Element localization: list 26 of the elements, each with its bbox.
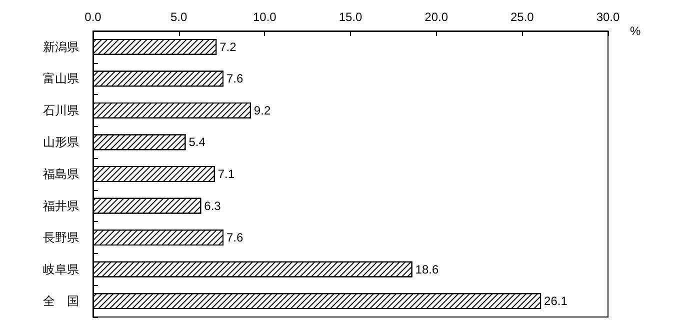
y-tick-label: 富山県 xyxy=(43,72,79,86)
y-tick-label: 全 国 xyxy=(43,294,79,308)
x-tick-label: 0.0 xyxy=(84,10,102,24)
x-tick-label: 30.0 xyxy=(596,10,620,24)
x-tick-label: 20.0 xyxy=(424,10,448,24)
data-label: 7.6 xyxy=(226,72,244,86)
data-label: 18.6 xyxy=(415,262,439,276)
y-tick-label: 新潟県 xyxy=(43,40,79,54)
x-tick-label: 10.0 xyxy=(252,10,277,24)
x-tick-label: 5.0 xyxy=(170,10,188,24)
data-label: 9.2 xyxy=(254,103,271,118)
data-label: 26.1 xyxy=(544,294,568,308)
y-tick-label: 福島県 xyxy=(43,167,79,181)
data-label: 7.1 xyxy=(218,167,235,181)
data-label: 7.2 xyxy=(220,40,237,54)
y-tick-label: 石川県 xyxy=(43,103,79,118)
y-tick-label: 長野県 xyxy=(43,230,79,245)
data-label: 5.4 xyxy=(188,135,206,150)
x-tick-label: 15.0 xyxy=(338,10,362,24)
x-axis-title: % xyxy=(630,24,641,38)
x-tick-label: 25.0 xyxy=(510,10,534,24)
y-tick-label: 福井県 xyxy=(43,198,79,213)
y-tick-label: 岐阜県 xyxy=(43,262,79,276)
data-label: 6.3 xyxy=(204,198,222,213)
data-label: 7.6 xyxy=(226,230,244,245)
y-tick-label: 山形県 xyxy=(43,135,79,150)
